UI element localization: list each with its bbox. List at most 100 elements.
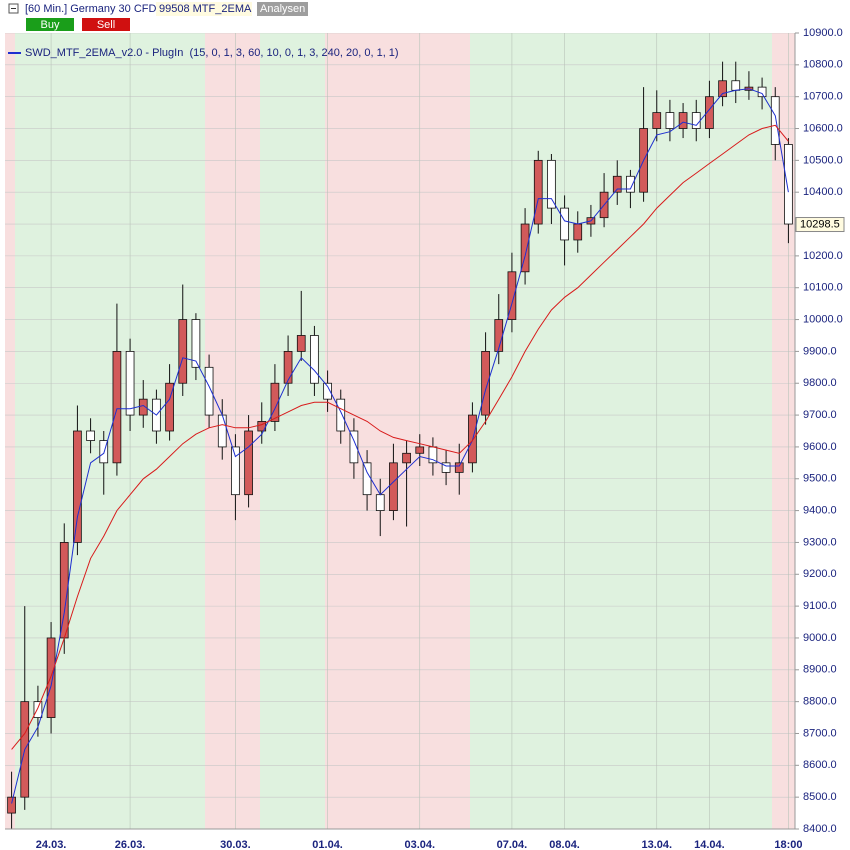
candle-body [481,350,490,416]
candle-body [244,430,253,496]
candle-body [178,319,188,384]
y-tick-label: 9100.0 [803,600,837,612]
y-tick-label: 10600.0 [803,122,843,134]
y-tick-label: 10900.0 [803,27,843,39]
x-tick-label: 13.04. [641,839,672,850]
candle-body [165,382,174,432]
candle-body [33,701,43,718]
candle-body [125,350,135,416]
candle-body [665,112,675,129]
candle-body [573,223,583,241]
y-tick-label: 9900.0 [803,345,837,357]
candle-body [375,494,385,511]
y-tick-label: 9300.0 [803,536,837,548]
candle-body [757,86,767,98]
y-tick-label: 9500.0 [803,473,837,485]
candle-body [612,175,622,193]
plot [7,61,793,829]
candle-body [547,159,556,209]
candle-body [99,440,109,464]
tab-bg[interactable] [257,2,308,16]
background-bands [5,33,795,829]
candle-body [323,382,332,400]
candle-body [270,382,280,422]
last-price-label: 10298.5 [800,218,840,230]
x-tick-label: 07.04. [497,839,528,850]
candle-body [705,96,714,129]
y-tick-label: 10400.0 [803,186,843,198]
candle-body [626,175,635,193]
y-tick-label: 8400.0 [803,823,837,835]
candle-body [441,462,451,473]
sell-button[interactable] [82,18,130,31]
indicator-line [11,88,789,804]
candle-body [507,271,517,320]
y-tick-label: 8800.0 [803,696,837,708]
buy-button[interactable] [26,18,74,31]
buy-band [470,33,772,829]
candle-body [402,452,411,464]
candle-body [296,335,306,352]
candle-body [231,446,240,496]
y-tick-label: 9700.0 [803,409,837,421]
candle-body [310,335,319,384]
candle-body [191,319,201,368]
candle-body [389,462,398,511]
buy-band [260,33,325,829]
chart-title: [60 Min.] Germany 30 CFD [25,3,156,15]
x-tick-label: 08.04. [549,839,580,850]
candle-body [652,112,662,129]
candle-body [336,398,346,432]
candle-body [362,462,372,496]
candle-body [560,207,569,241]
y-tick-label: 10200.0 [803,250,843,262]
candle-body [678,112,688,129]
tab[interactable]: Analysen [260,3,305,15]
buy-label[interactable]: Buy [41,19,60,31]
x-tick-label: 26.03. [115,839,146,850]
candle-body [718,80,727,98]
candle-body [73,430,82,543]
candle-body [283,350,293,384]
y-tick-label: 10800.0 [803,59,843,71]
x-tick-label: 18:00 [774,839,802,850]
y-tick-label: 9400.0 [803,505,837,517]
y-tick-label: 9600.0 [803,441,837,453]
sell-band [325,33,470,829]
x-tick-label: 24.03. [36,839,67,850]
legend: SWD_MTF_2EMA_v2.0 - PlugIn (15, 0, 1, 3,… [25,47,399,59]
y-tick-label: 9000.0 [803,632,837,644]
indicator-line [11,124,789,750]
candle-body [533,159,543,225]
candle-body [784,144,793,225]
y-tick-label: 10700.0 [803,91,843,103]
candle-body [46,637,56,718]
y-tick-label: 8700.0 [803,727,837,739]
y-tick-label: 8900.0 [803,664,837,676]
x-tick-label: 14.04. [694,839,725,850]
y-tick-label: 8500.0 [803,791,837,803]
candle-body [770,96,780,145]
account: 99508 MTF_2EMA [159,3,252,15]
sell-label[interactable]: Sell [97,19,115,31]
candle-body [691,112,701,129]
sell-band [772,33,795,829]
candle-body [217,414,227,448]
candle-body [349,430,359,464]
y-tick-label: 10100.0 [803,282,843,294]
candle-body [138,398,148,416]
sell-band [5,33,15,829]
header-bg [0,0,850,33]
candle-body [204,366,214,416]
candle-body [86,430,95,441]
candle-body [454,462,464,473]
candle-body [731,80,741,91]
y-tick-label: 10500.0 [803,154,843,166]
x-tick-label: 01.04. [312,839,343,850]
y-tick-label: 9800.0 [803,377,837,389]
candle-body [112,350,122,464]
account-bg [156,2,252,16]
candle-body [415,446,425,454]
x-tick-label: 30.03. [220,839,251,850]
